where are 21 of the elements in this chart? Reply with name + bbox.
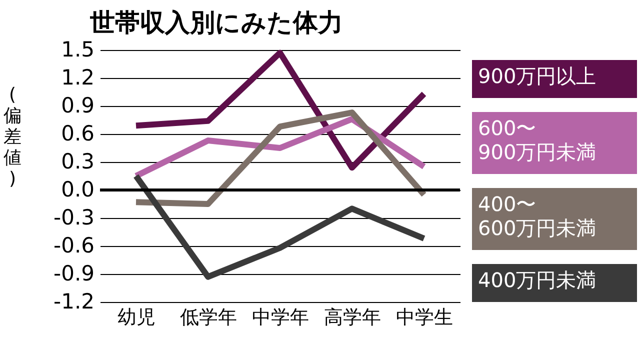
text: 600〜 900万円未満 xyxy=(478,116,596,164)
y-tick-label: -0.3 xyxy=(54,206,94,230)
y-tick-label: 1.5 xyxy=(61,38,94,62)
x-tick-label: 中学生 xyxy=(396,306,453,328)
y-tick-label: -0.9 xyxy=(54,262,94,286)
y-tick-label: 1.2 xyxy=(61,66,94,90)
text: 400〜 600万円未満 xyxy=(478,192,596,240)
x-tick-label: 高学年 xyxy=(324,306,381,328)
chart-title: 世帯収入別にみた体力 xyxy=(89,8,343,37)
x-tick-label: 中学年 xyxy=(252,306,309,328)
y-tick-label: 0.6 xyxy=(61,122,94,146)
y-tick-label: 0.0 xyxy=(61,178,94,202)
y-tick-label: 0.3 xyxy=(61,150,94,174)
y-tick-label: 0.9 xyxy=(61,94,94,118)
y-tick-label: -0.6 xyxy=(54,234,94,258)
y-axis-title: (偏差値) xyxy=(4,84,22,190)
x-tick-label: 幼児 xyxy=(118,306,156,328)
text: 900万円以上 xyxy=(478,64,596,88)
y-tick-label: -1.2 xyxy=(54,290,94,314)
text: 400万円未満 xyxy=(478,268,596,292)
x-tick-label: 低学年 xyxy=(180,306,237,328)
